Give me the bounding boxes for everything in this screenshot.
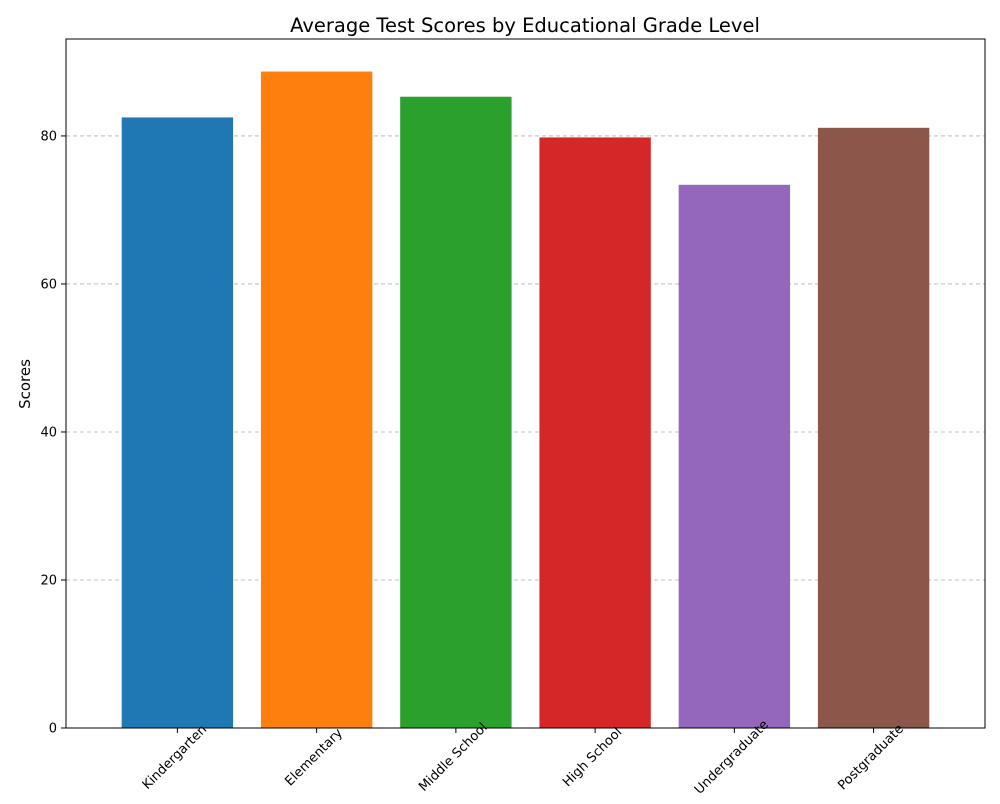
bar-postgraduate [817,127,930,728]
y-tick-label: 0 [49,722,57,737]
y-tick-label: 60 [40,277,57,292]
chart-title: Average Test Scores by Educational Grade… [290,14,760,37]
bar-high-school [539,137,651,728]
y-tick-label: 80 [40,129,57,144]
y-axis-label: Scores [16,359,34,409]
x-tick-label: Kindergarten [140,722,210,792]
x-tick-label: Elementary [282,726,346,790]
y-axis-ticks: 0 20 40 60 80 [40,129,66,737]
x-axis-ticks: Kindergarten Elementary Middle School High … [140,717,907,797]
y-tick-label: 20 [40,573,57,588]
bar-elementary [260,71,373,728]
bar-kindergarten [121,117,234,728]
bar-middle-school [400,96,512,728]
bar-undergraduate [678,184,791,728]
bars [121,71,930,728]
x-tick-label: High School [560,725,625,790]
axes [65,38,986,729]
plot-frame [65,38,986,729]
y-tick-label: 40 [40,425,57,440]
x-tick-label: Middle School [416,720,490,794]
x-tick-label: Undergraduate [692,717,772,797]
x-tick-label: Postgraduate [835,722,907,794]
